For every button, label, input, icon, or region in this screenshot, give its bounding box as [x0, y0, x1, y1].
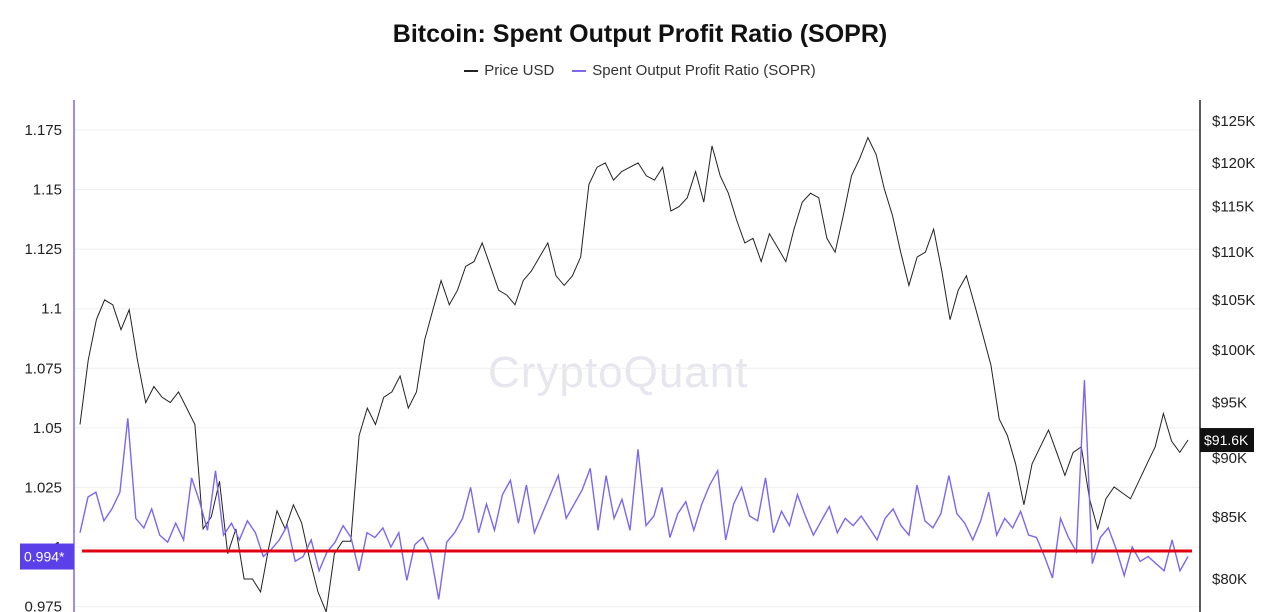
- chart-title: Bitcoin: Spent Output Profit Ratio (SOPR…: [392, 20, 888, 48]
- legend-label-sopr: Spent Output Profit Ratio (SOPR): [592, 62, 816, 79]
- current-sopr-tag-text: 0.994*: [24, 549, 65, 565]
- current-sopr-tag: 0.994*: [20, 543, 74, 570]
- right-tick-label: $105K: [1212, 292, 1255, 309]
- left-tick-label: 1.175: [24, 122, 62, 139]
- right-tick-label: $110K: [1212, 244, 1254, 261]
- left-tick-label: 0.975: [24, 599, 62, 612]
- legend-swatch-price: [464, 69, 479, 72]
- left-tick-label: 1.1: [41, 301, 62, 318]
- current-price-tag-bg: [1200, 428, 1254, 453]
- current-price-tag-text: $91.6K: [1204, 432, 1249, 448]
- legend-label-price: Price USD: [484, 62, 555, 79]
- cryptoquant-watermark: CryptoQuant: [488, 348, 749, 397]
- right-tick-label: $100K: [1212, 342, 1255, 359]
- legend-swatch-sopr: [572, 69, 587, 72]
- current-price-tag: $91.6K: [1200, 428, 1254, 453]
- legend-item-price[interactable]: Price USD: [464, 62, 554, 79]
- right-tick-label: $95K: [1212, 395, 1247, 412]
- left-tick-label: 1.05: [33, 420, 62, 437]
- right-axis-ticks: $125K $120K $115K $110K $105K $100K $95K $90K $8…: [1212, 113, 1255, 588]
- left-tick-label: 1.025: [24, 479, 62, 496]
- legend-item-sopr[interactable]: Spent Output Profit Ratio (SOPR): [572, 62, 816, 79]
- left-tick-label: 1.15: [33, 182, 62, 199]
- right-tick-label: $90K: [1212, 450, 1247, 467]
- right-tick-label: $125K: [1212, 113, 1255, 130]
- right-tick-label: $120K: [1212, 155, 1255, 172]
- sopr-series-line: [79, 380, 1189, 600]
- chart-legend: Price USD Spent Output Profit Ratio (SOP…: [0, 62, 1280, 79]
- current-sopr-tag-bg: [20, 543, 74, 570]
- price-usd-series-line: [79, 136, 1189, 612]
- left-tick-label: 1.125: [24, 241, 62, 258]
- right-tick-label: $115K: [1212, 199, 1254, 216]
- left-tick-label: 1.075: [24, 360, 62, 377]
- right-tick-label: $85K: [1212, 509, 1247, 526]
- right-tick-label: $80K: [1212, 571, 1247, 588]
- grid-lines: [74, 129, 1200, 608]
